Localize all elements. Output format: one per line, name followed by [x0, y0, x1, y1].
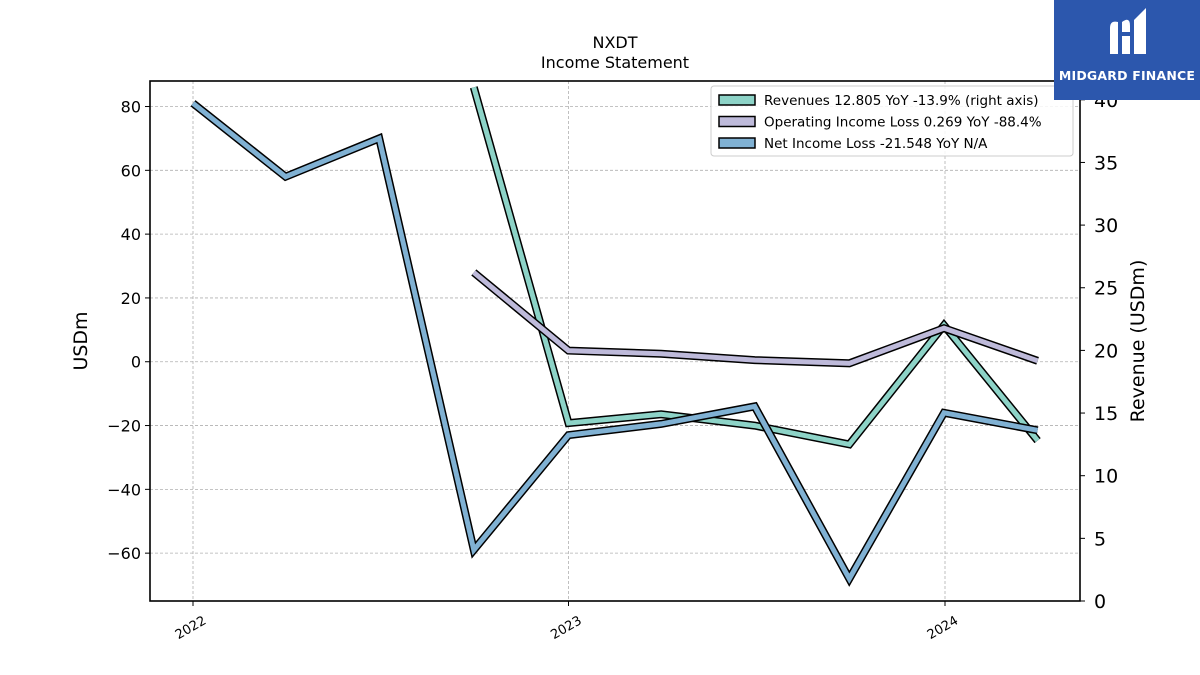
legend-entry: Operating Income Loss 0.269 YoY -88.4%: [764, 115, 1042, 131]
left-axis-ticks: 80 60 40 20 0 −20 −40 −60: [107, 98, 150, 563]
midgard-logo-icon: [1110, 8, 1146, 55]
legend: Revenues 12.805 YoY -13.9% (right axis) O…: [710, 85, 1074, 157]
series-line: [191, 101, 1039, 584]
grid: [150, 81, 1080, 601]
series-lines: [190, 86, 1041, 587]
right-tick-label: 5: [1094, 528, 1106, 550]
left-tick-label: −60: [107, 544, 141, 563]
x-tick-label: 2024: [925, 613, 961, 643]
legend-swatch: [718, 94, 756, 106]
legend-swatch: [718, 115, 756, 128]
plot-frame: [149, 80, 1081, 602]
left-tick-label: −20: [107, 417, 141, 436]
left-tick-label: 0: [131, 353, 141, 372]
y-axis-label-right: Revenue (USDm): [1127, 260, 1149, 423]
x-axis-ticks: 2022 2023 2024: [173, 601, 961, 643]
series-line: [472, 270, 1039, 366]
right-tick-label: 10: [1094, 466, 1118, 488]
y-axis-label-left: USDm: [70, 311, 92, 370]
left-tick-label: 60: [121, 161, 141, 180]
x-tick-label: 2023: [548, 613, 584, 643]
right-tick-label: 15: [1094, 403, 1118, 425]
right-tick-label: 20: [1094, 340, 1118, 362]
chart-subtitle: Income Statement: [541, 53, 689, 72]
logo-text: MIDGARD FINANCE: [1058, 68, 1196, 83]
series-2: [190, 100, 1039, 587]
right-tick-label: 25: [1094, 278, 1118, 300]
x-tick-label: 2022: [173, 613, 209, 643]
legend-entry: Net Income Loss -21.548 YoY N/A: [764, 136, 988, 152]
right-tick-label: 30: [1094, 215, 1118, 237]
midgard-finance-logo: MIDGARD FINANCE: [1054, 0, 1200, 100]
left-tick-label: 20: [121, 289, 141, 308]
chart-title: NXDT: [592, 33, 637, 52]
right-tick-label: 35: [1094, 152, 1118, 174]
series-1: [471, 269, 1039, 368]
series-outline: [471, 269, 1039, 368]
legend-swatch: [718, 137, 756, 149]
legend-box: [710, 85, 1074, 157]
left-tick-label: 40: [121, 225, 141, 244]
right-tick-label: 0: [1094, 591, 1106, 613]
legend-entry: Revenues 12.805 YoY -13.9% (right axis): [764, 93, 1039, 109]
left-tick-label: 80: [121, 98, 141, 117]
left-tick-label: −40: [107, 480, 141, 499]
